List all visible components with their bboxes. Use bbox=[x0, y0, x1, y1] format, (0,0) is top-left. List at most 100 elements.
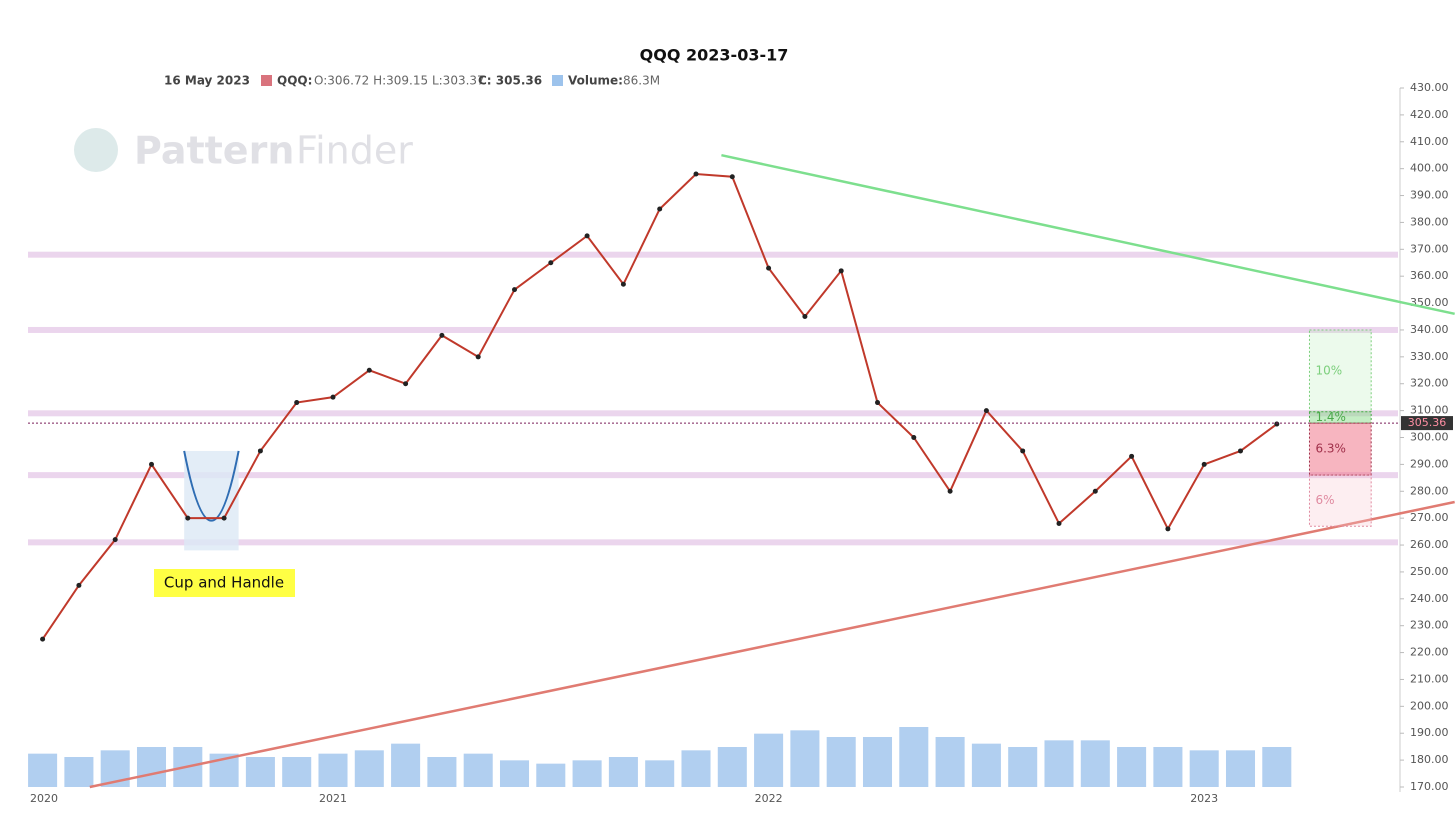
y-tick-label: 240.00 bbox=[1410, 592, 1449, 605]
y-tick-label: 330.00 bbox=[1410, 350, 1449, 363]
volume-bar bbox=[1262, 747, 1292, 787]
price-point bbox=[403, 381, 409, 387]
watermark-bold: Pattern bbox=[134, 129, 294, 173]
price-point bbox=[1274, 421, 1280, 427]
y-tick-label: 250.00 bbox=[1410, 565, 1449, 578]
price-point bbox=[330, 394, 336, 400]
price-point bbox=[947, 488, 953, 494]
y-tick-label: 390.00 bbox=[1410, 189, 1449, 202]
price-point bbox=[221, 515, 227, 521]
pattern-label: Cup and Handle bbox=[164, 574, 284, 592]
price-point bbox=[512, 287, 517, 293]
volume-bar bbox=[971, 743, 1001, 787]
volume-bar bbox=[499, 760, 530, 787]
support-level bbox=[28, 472, 1398, 479]
price-point bbox=[911, 435, 917, 440]
price-point bbox=[257, 448, 263, 454]
price-point bbox=[548, 260, 554, 266]
price-point bbox=[620, 281, 626, 287]
price-point bbox=[729, 174, 735, 180]
volume-bar bbox=[1117, 747, 1147, 787]
volume-bar bbox=[354, 750, 384, 787]
price-point bbox=[439, 332, 445, 338]
trend-line bbox=[721, 153, 1455, 316]
last-price-box bbox=[1401, 416, 1453, 431]
y-tick-label: 380.00 bbox=[1410, 215, 1449, 228]
price-point bbox=[1020, 448, 1026, 454]
price-point bbox=[1201, 461, 1207, 467]
volume-bar bbox=[754, 733, 784, 787]
pattern-box bbox=[184, 450, 239, 551]
volume-bar bbox=[572, 760, 602, 787]
y-tick-label: 200.00 bbox=[1410, 699, 1449, 712]
volume-bar bbox=[1189, 750, 1219, 787]
y-tick-label: 180.00 bbox=[1410, 753, 1449, 766]
price-point bbox=[983, 408, 989, 414]
y-tick-label: 410.00 bbox=[1410, 135, 1449, 148]
info-volume-label: Volume: bbox=[568, 74, 623, 88]
x-tick-label: 2021 bbox=[319, 792, 347, 805]
price-point bbox=[185, 515, 191, 521]
x-tick-label: 2023 bbox=[1190, 792, 1218, 805]
price-point bbox=[366, 367, 372, 373]
price-point bbox=[1092, 488, 1098, 494]
watermark: Pattern Finder bbox=[74, 128, 413, 173]
stop-zone-label: 6.3% bbox=[1315, 442, 1346, 456]
y-tick-label: 370.00 bbox=[1410, 242, 1449, 255]
volume-bar bbox=[1225, 750, 1256, 787]
x-tick-label: 2020 bbox=[30, 792, 58, 805]
y-tick-label: 430.00 bbox=[1410, 81, 1449, 94]
volume-bar bbox=[681, 750, 711, 787]
price-point bbox=[112, 537, 118, 543]
price-point bbox=[693, 171, 699, 177]
volume-bar bbox=[427, 757, 457, 787]
volume-bar bbox=[282, 757, 312, 787]
support-level bbox=[28, 326, 1398, 333]
risk-zone bbox=[1308, 474, 1372, 527]
price-point bbox=[1056, 521, 1062, 527]
y-tick-label: 230.00 bbox=[1410, 619, 1449, 632]
volume-bar bbox=[717, 747, 747, 787]
volume-bar bbox=[608, 757, 638, 787]
legend-swatch bbox=[552, 75, 563, 86]
volume-bar bbox=[862, 737, 893, 787]
volume-bar bbox=[1153, 747, 1183, 787]
y-tick-label: 260.00 bbox=[1410, 538, 1449, 551]
volume-bar bbox=[1044, 740, 1074, 787]
x-tick-label: 2022 bbox=[755, 792, 783, 805]
y-tick-label: 210.00 bbox=[1410, 672, 1449, 685]
price-point bbox=[838, 268, 844, 274]
volume-bar bbox=[391, 743, 421, 787]
volume-bar bbox=[28, 753, 58, 787]
info-date: 16 May 2023 bbox=[164, 74, 250, 88]
y-tick-label: 270.00 bbox=[1410, 511, 1449, 524]
legend-swatch bbox=[261, 75, 272, 86]
y-tick-label: 300.00 bbox=[1410, 431, 1449, 444]
price-point bbox=[475, 354, 481, 360]
price-point bbox=[1165, 526, 1171, 532]
y-tick-label: 290.00 bbox=[1410, 457, 1449, 470]
volume-bar bbox=[245, 757, 275, 787]
volume-bar bbox=[463, 753, 493, 787]
stop-zone bbox=[1308, 422, 1372, 476]
y-tick-label: 280.00 bbox=[1410, 484, 1449, 497]
y-tick-label: 220.00 bbox=[1410, 646, 1449, 659]
pattern-label-bg bbox=[154, 569, 295, 597]
y-tick-label: 170.00 bbox=[1410, 780, 1449, 793]
y-tick-label: 400.00 bbox=[1410, 162, 1449, 175]
watermark-icon bbox=[74, 128, 118, 172]
info-volume: 86.3M bbox=[623, 74, 660, 88]
y-tick-label: 190.00 bbox=[1410, 726, 1449, 739]
info-ohl: O:306.72 H:309.15 L:303.37 bbox=[314, 74, 485, 88]
price-point bbox=[584, 233, 590, 239]
price-point bbox=[657, 206, 663, 212]
chart-title: QQQ 2023-03-17 bbox=[640, 46, 789, 65]
volume-bar bbox=[790, 730, 820, 787]
info-symbol: QQQ: bbox=[277, 74, 312, 88]
volume-bar bbox=[826, 737, 856, 787]
volume-bar bbox=[536, 763, 566, 787]
y-tick-label: 340.00 bbox=[1410, 323, 1449, 336]
support-level bbox=[28, 539, 1398, 546]
